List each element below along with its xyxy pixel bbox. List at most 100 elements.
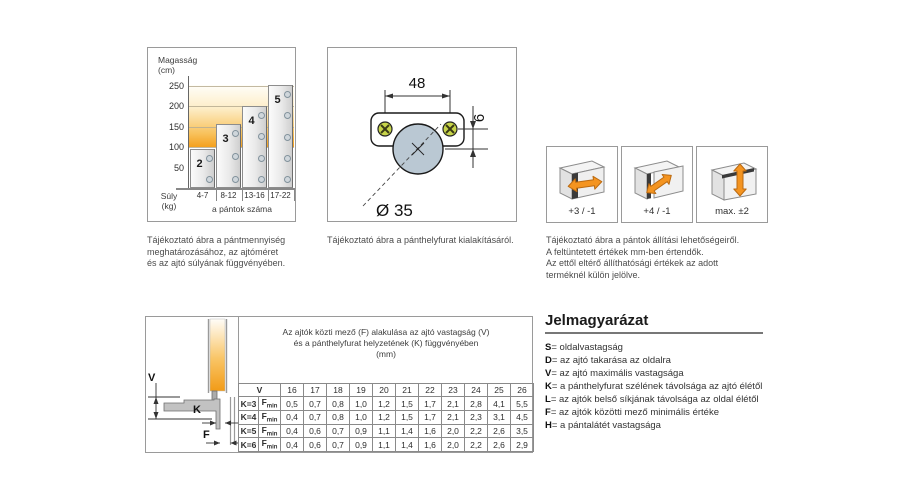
- f-value-cell: 0,9: [349, 437, 374, 452]
- drill-caption: Tájékoztató ábra a pánthelyfurat kialakí…: [327, 235, 532, 247]
- legend-item: K= a pánthelyfurat szélének távolsága az…: [545, 380, 785, 393]
- adjustment-value: +4 / -1: [643, 206, 671, 217]
- y-tick-label: 150: [168, 121, 184, 132]
- text-line: Az ettől eltérő állíthatósági értékek az…: [546, 258, 719, 268]
- y-tick-label: 50: [173, 162, 184, 173]
- f-value-cell: 0,8: [326, 396, 351, 411]
- text-line: terméknél külön jelölve.: [546, 269, 641, 280]
- f-value-cell: 0,8: [326, 409, 351, 425]
- text-line: Tájékoztató ábra a pántok állítási lehet…: [546, 235, 740, 245]
- row-label-k: K=5: [238, 423, 259, 439]
- row-label-k: K=6: [238, 437, 259, 452]
- hinge-dot-icon: [284, 176, 291, 183]
- legend-rule: [545, 332, 763, 334]
- column-header: 21: [395, 383, 420, 398]
- row-label-fmin: Fmin: [257, 396, 282, 411]
- legend-key: V: [545, 368, 552, 379]
- hinge-dot-icon: [232, 176, 239, 183]
- f-value-cell: 2,1: [441, 396, 466, 411]
- gridline: [189, 126, 294, 128]
- chart-bar: 5: [268, 85, 293, 188]
- screw-icon: [377, 121, 393, 137]
- drill-pattern-panel: 48 6: [327, 47, 517, 222]
- adjustment-box-side: +3 / -1: [546, 146, 618, 223]
- hinge-dot-icon: [206, 176, 213, 183]
- chart-bar: 4: [242, 106, 267, 188]
- hinge-count-label: 4: [248, 115, 255, 127]
- f-value-cell: 1,2: [372, 396, 397, 411]
- text-line: (kg): [161, 201, 177, 211]
- legend-key: F: [545, 407, 551, 418]
- chart-y-axis-line: [188, 76, 189, 188]
- cabinet-side-adjust-icon: [558, 160, 606, 200]
- chart-bar: 3: [216, 124, 241, 188]
- chart-x-axis-title: Súly (kg): [152, 191, 186, 211]
- table-row: K=6 Fmin 0,4 0,6 0,7 0,9 1,1 1,4 1,6 2,0 2,2 2,6 2,9: [238, 437, 535, 452]
- f-value-cell: 3,1: [487, 409, 512, 425]
- text-line: Súly: [160, 191, 178, 201]
- text-line: (mm): [376, 349, 396, 359]
- legend-text: = az ajtó takarása az oldalra: [551, 355, 671, 366]
- dim-6-label: 6: [471, 114, 488, 122]
- legend-key: H: [545, 420, 552, 431]
- dim-48-label: 48: [409, 75, 426, 92]
- f-value-cell: 2,3: [464, 409, 489, 425]
- text-line: Magasság: [158, 55, 198, 65]
- dim-f-label: F: [203, 429, 210, 441]
- row-label-fmin: Fmin: [257, 409, 282, 425]
- text-line: (cm): [158, 65, 175, 75]
- hinge-count-label: 2: [196, 158, 203, 170]
- column-header: 24: [464, 383, 489, 398]
- corner-header-v: V: [237, 383, 282, 398]
- f-value-cell: 2,8: [464, 396, 489, 411]
- f-value-cell: 0,4: [280, 437, 305, 452]
- legend-key: D: [545, 355, 552, 366]
- f-value-cell: 0,7: [326, 437, 351, 452]
- legend-item: F= az ajtók közötti mező minimális érték…: [545, 406, 785, 419]
- hinge-dot-icon: [206, 155, 213, 162]
- f-value-cell: 0,4: [280, 409, 305, 425]
- column-header: 22: [418, 383, 443, 398]
- gridline: [189, 106, 294, 107]
- adjustment-box-height: max. ±2: [696, 146, 768, 223]
- adjustment-caption: Tájékoztató ábra a pántok állítási lehet…: [546, 235, 781, 281]
- hinge-dot-icon: [232, 153, 239, 160]
- hinge-dot-icon: [284, 133, 291, 141]
- hinge-dot-icon: [258, 133, 265, 141]
- gridline: [189, 85, 294, 87]
- legend-key: K: [545, 381, 552, 392]
- f-value-cell: 1,2: [372, 409, 397, 425]
- chart-x-axis-line: [176, 188, 295, 190]
- f-value-cell: 1,5: [395, 409, 420, 425]
- cabinet-depth-adjust-icon: [633, 160, 684, 200]
- f-value-cell: 1,5: [395, 396, 420, 411]
- f-value-cell: 0,7: [303, 396, 328, 411]
- table-body: K=3 Fmin 0,5 0,7 0,8 1,0 1,2 1,5 1,7 2,1 2,8 4,1 5,5…: [238, 396, 535, 452]
- hinge-dot-icon: [284, 91, 291, 98]
- column-header: 23: [441, 383, 466, 398]
- row-label-k: K=3: [238, 396, 259, 411]
- category-separator: [294, 189, 295, 201]
- drill-pattern-drawing: 48 6: [362, 75, 488, 220]
- table-row: K=3 Fmin 0,5 0,7 0,8 1,0 1,2 1,5 1,7 2,1 2,8 4,1 5,5: [238, 396, 535, 411]
- legend-text: = oldalvastagság: [551, 342, 623, 353]
- dim-diameter-label: Ø 35: [376, 201, 413, 220]
- screw-icon: [442, 121, 458, 137]
- table-row: K=5 Fmin 0,4 0,6 0,7 0,9 1,1 1,4 1,6 2,0 2,2 2,6 3,5: [238, 423, 535, 439]
- x-category-label: 4-7: [196, 191, 209, 200]
- door-section-diagram: V K F: [146, 317, 239, 452]
- hinge-dot-icon: [258, 154, 265, 162]
- y-tick-label: 250: [168, 80, 184, 91]
- hinge-count-label: 5: [274, 94, 281, 106]
- text-line: és az ajtó súlyának függvényében.: [147, 258, 286, 268]
- f-value-cell: 2,2: [464, 437, 489, 452]
- column-header: 20: [372, 383, 397, 398]
- legend-item: L= az ajtók belső síkjának távolsága az …: [545, 393, 785, 406]
- category-separator: [268, 189, 269, 201]
- f-value-cell: 5,5: [510, 396, 535, 411]
- f-value-cell: 2,9: [510, 437, 535, 452]
- adjustment-value: +3 / -1: [568, 206, 596, 217]
- category-separator: [216, 189, 217, 201]
- legend-text: = a pánthelyfurat szélének távolsága az …: [551, 381, 763, 392]
